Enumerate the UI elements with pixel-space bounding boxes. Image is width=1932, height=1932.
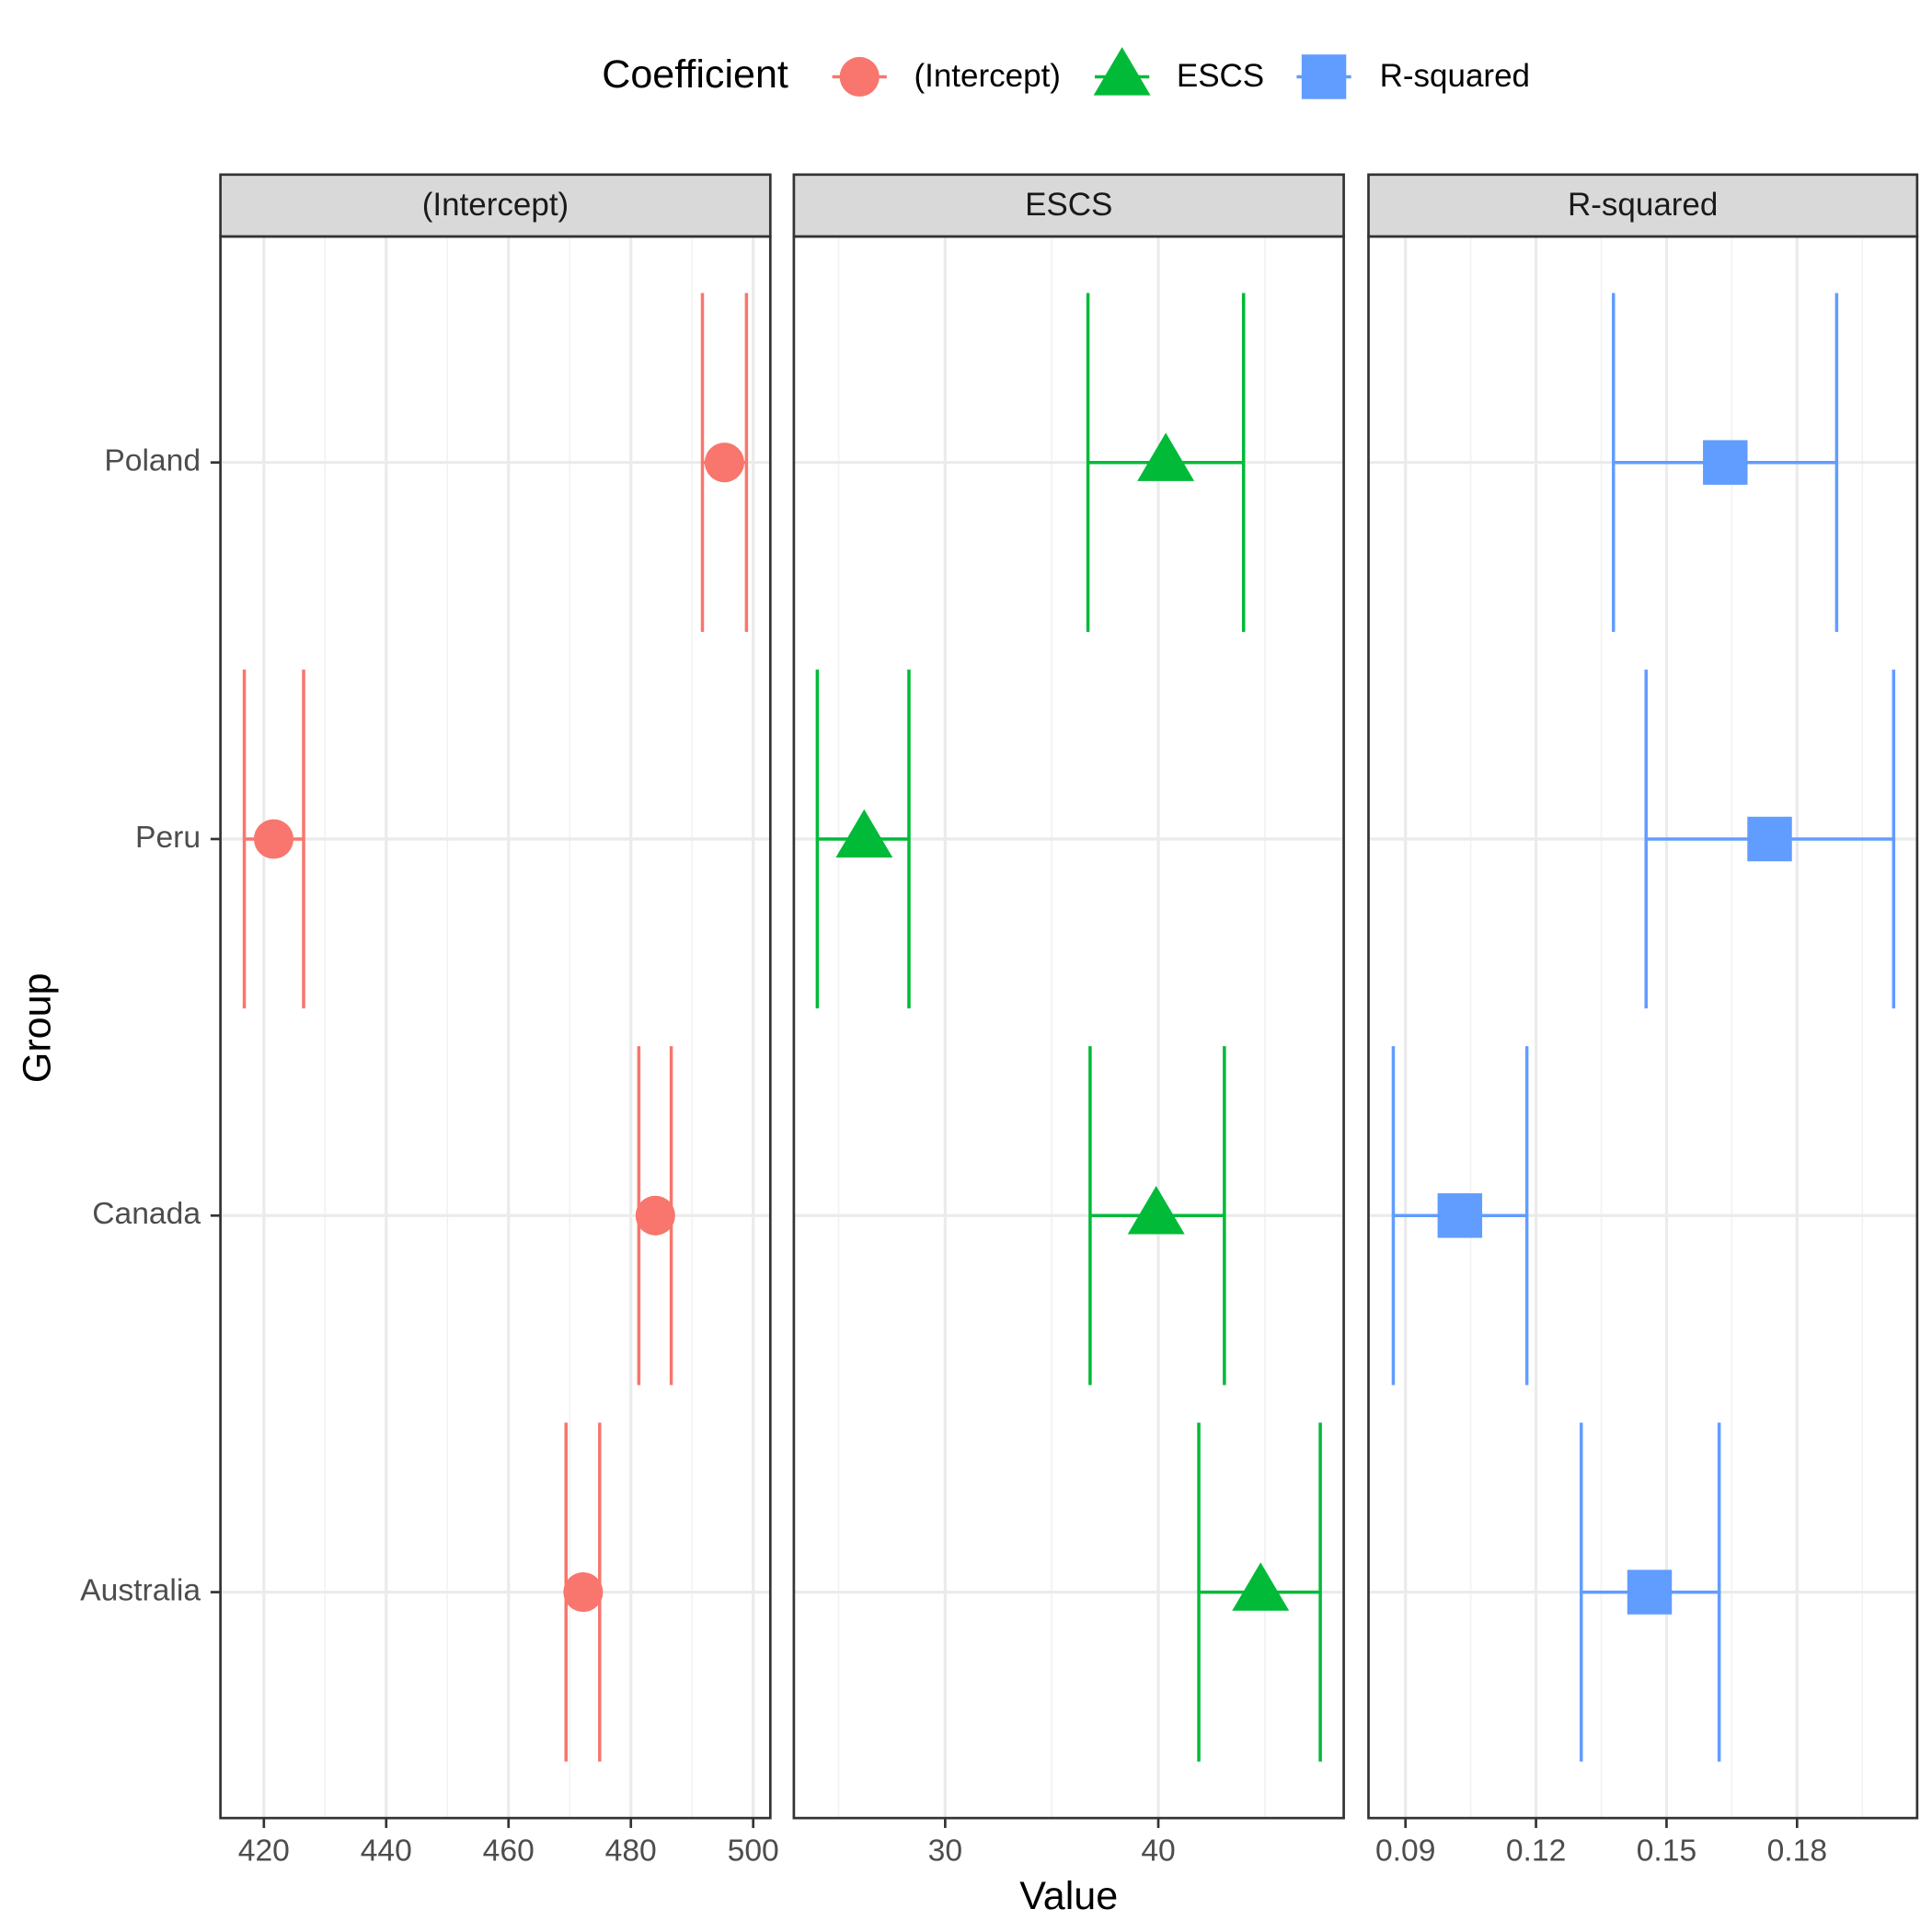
y-tick-label: Poland	[104, 444, 201, 478]
panel-border	[1367, 235, 1919, 1820]
point	[1127, 1185, 1185, 1235]
facet-title: (Intercept)	[422, 187, 569, 223]
legend-label: ESCS	[1177, 58, 1264, 94]
x-tick-label: 460	[483, 1834, 535, 1869]
x-tick-label: 0.12	[1506, 1834, 1566, 1869]
y-axis-label: Group	[15, 972, 59, 1083]
x-axis-label: Value	[1019, 1874, 1118, 1918]
point	[1627, 1570, 1673, 1615]
legend-key	[839, 56, 880, 97]
x-tick-label: 0.09	[1375, 1834, 1435, 1869]
point	[1137, 432, 1195, 481]
legend-label: R-squared	[1380, 58, 1530, 94]
x-tick-label: 40	[1141, 1834, 1175, 1869]
x-tick-label: 440	[361, 1834, 412, 1869]
legend-key	[1301, 54, 1347, 99]
legend-label: (Intercept)	[914, 58, 1061, 94]
panel-border	[219, 235, 772, 1820]
legend-key	[1093, 47, 1151, 96]
legend-title: Coefficient	[602, 52, 788, 97]
facet-strip	[792, 173, 1345, 238]
facet-strip	[1367, 173, 1919, 238]
point	[253, 819, 293, 859]
point	[1232, 1562, 1290, 1611]
x-tick-label: 0.18	[1767, 1834, 1827, 1869]
panel-border	[792, 235, 1345, 1820]
x-tick-label: 30	[928, 1834, 962, 1869]
x-tick-label: 0.15	[1637, 1834, 1696, 1869]
y-tick-label: Australia	[80, 1573, 201, 1607]
point	[1747, 816, 1792, 862]
y-tick-label: Canada	[92, 1197, 201, 1231]
x-tick-label: 480	[605, 1834, 657, 1869]
point	[704, 443, 744, 483]
facet-title: ESCS	[1025, 187, 1112, 223]
facet-strip	[219, 173, 772, 238]
point	[1437, 1193, 1483, 1238]
point	[635, 1195, 675, 1236]
x-tick-label: 420	[238, 1834, 290, 1869]
y-tick-label: Peru	[135, 821, 201, 855]
point	[563, 1572, 604, 1613]
x-tick-label: 500	[728, 1834, 779, 1869]
point	[835, 809, 893, 858]
point	[1703, 440, 1748, 485]
facet-title: R-squared	[1568, 187, 1718, 223]
